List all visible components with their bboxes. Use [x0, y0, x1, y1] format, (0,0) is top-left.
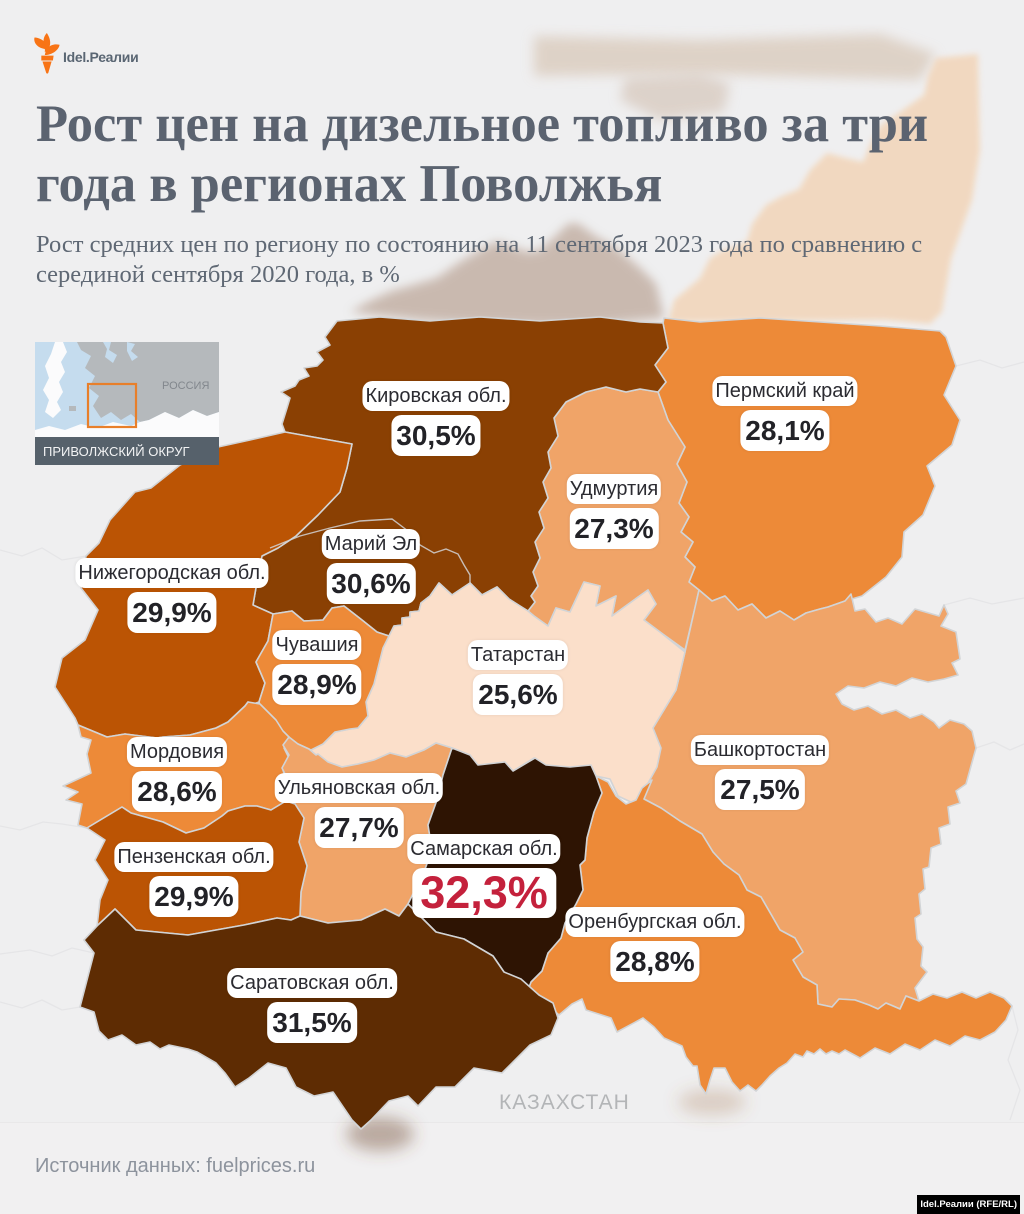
svg-text:РОССИЯ: РОССИЯ: [162, 380, 209, 392]
svg-text:ПРИВОЛЖСКИЙ ОКРУГ: ПРИВОЛЖСКИЙ ОКРУГ: [43, 444, 190, 459]
